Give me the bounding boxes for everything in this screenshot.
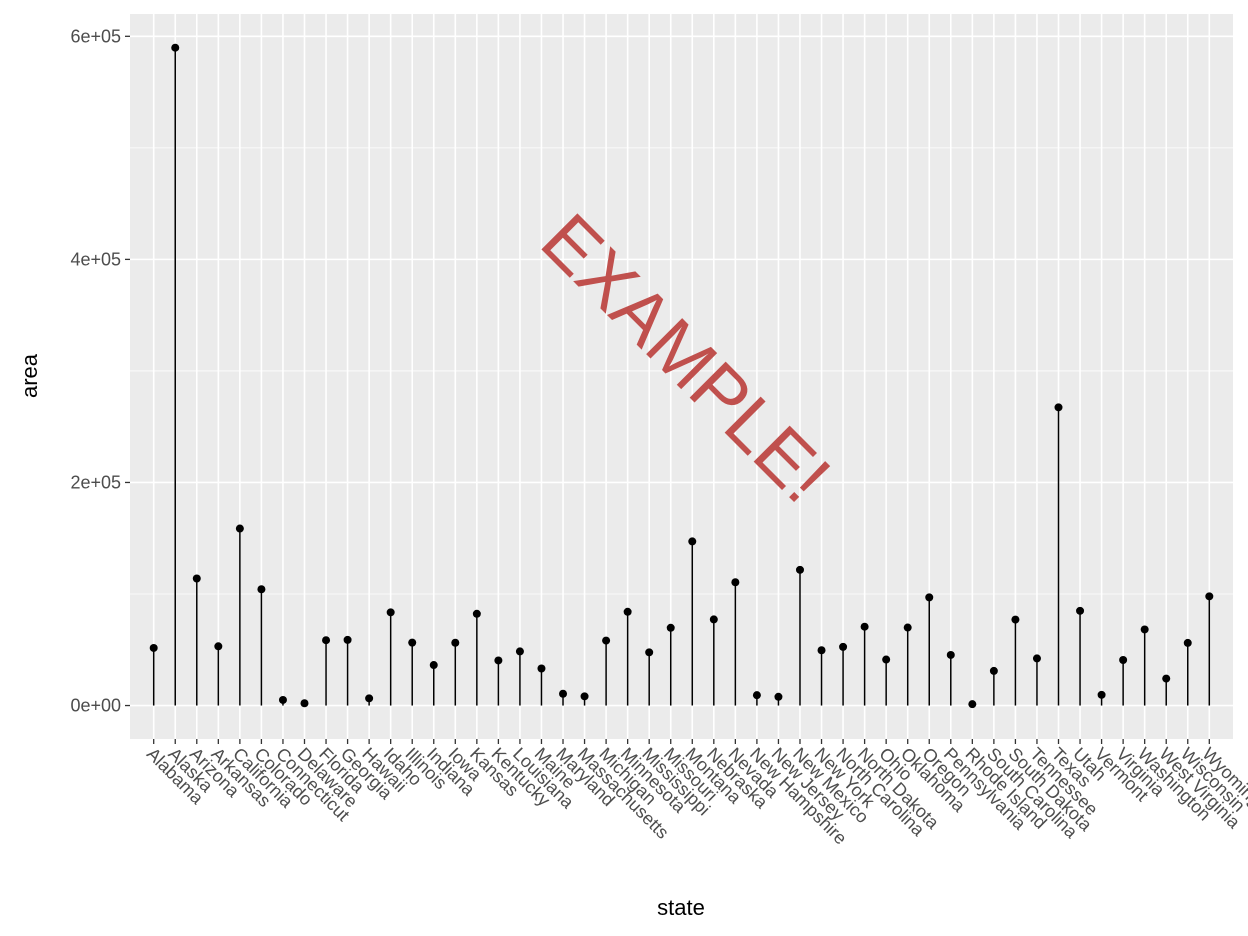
point-south-carolina bbox=[989, 666, 998, 675]
point-tennessee bbox=[1032, 654, 1041, 663]
point-mississippi bbox=[645, 648, 654, 657]
point-new-york bbox=[817, 646, 826, 655]
point-nebraska bbox=[709, 615, 718, 624]
point-wyoming bbox=[1205, 592, 1214, 601]
point-ohio bbox=[882, 655, 891, 664]
point-new-jersey bbox=[774, 692, 783, 701]
x-axis-title: state bbox=[657, 895, 705, 920]
point-maryland bbox=[559, 689, 568, 698]
point-georgia bbox=[343, 635, 352, 644]
plot-panel bbox=[130, 14, 1233, 739]
point-north-carolina bbox=[839, 642, 848, 651]
point-virginia bbox=[1119, 656, 1128, 665]
point-alaska bbox=[171, 43, 180, 52]
point-montana bbox=[688, 537, 697, 546]
point-west-virginia bbox=[1162, 674, 1171, 683]
point-arkansas bbox=[214, 642, 223, 651]
point-indiana bbox=[429, 661, 438, 670]
y-axis-title: area bbox=[17, 353, 42, 398]
point-kansas bbox=[472, 609, 481, 618]
point-pennsylvania bbox=[946, 650, 955, 659]
y-tick-label: 0e+00 bbox=[70, 696, 121, 716]
point-florida bbox=[322, 636, 331, 645]
point-california bbox=[235, 524, 244, 533]
point-hawaii bbox=[365, 694, 374, 703]
point-missouri bbox=[666, 623, 675, 632]
point-kentucky bbox=[494, 656, 503, 665]
point-new-mexico bbox=[795, 565, 804, 574]
y-tick-label: 2e+05 bbox=[70, 472, 121, 492]
point-vermont bbox=[1097, 690, 1106, 699]
point-oregon bbox=[925, 593, 934, 602]
point-oklahoma bbox=[903, 623, 912, 632]
point-new-hampshire bbox=[752, 691, 761, 700]
point-minnesota bbox=[623, 607, 632, 616]
point-louisiana bbox=[515, 647, 524, 656]
point-illinois bbox=[408, 638, 417, 647]
point-michigan bbox=[602, 636, 611, 645]
y-tick-label: 4e+05 bbox=[70, 249, 121, 269]
point-connecticut bbox=[278, 695, 287, 704]
point-washington bbox=[1140, 625, 1149, 634]
point-massachusetts bbox=[580, 692, 589, 701]
point-rhode-island bbox=[968, 700, 977, 709]
point-north-dakota bbox=[860, 622, 869, 631]
point-alabama bbox=[149, 643, 158, 652]
chart-marks bbox=[149, 43, 1214, 709]
point-delaware bbox=[300, 699, 309, 708]
point-idaho bbox=[386, 608, 395, 617]
point-nevada bbox=[731, 578, 740, 587]
y-tick-label: 6e+05 bbox=[70, 26, 121, 46]
point-colorado bbox=[257, 585, 266, 594]
point-texas bbox=[1054, 403, 1063, 412]
point-maine bbox=[537, 664, 546, 673]
point-south-dakota bbox=[1011, 615, 1020, 624]
point-arizona bbox=[192, 574, 201, 583]
point-iowa bbox=[451, 638, 460, 647]
point-wisconsin bbox=[1183, 638, 1192, 647]
point-utah bbox=[1076, 606, 1085, 615]
